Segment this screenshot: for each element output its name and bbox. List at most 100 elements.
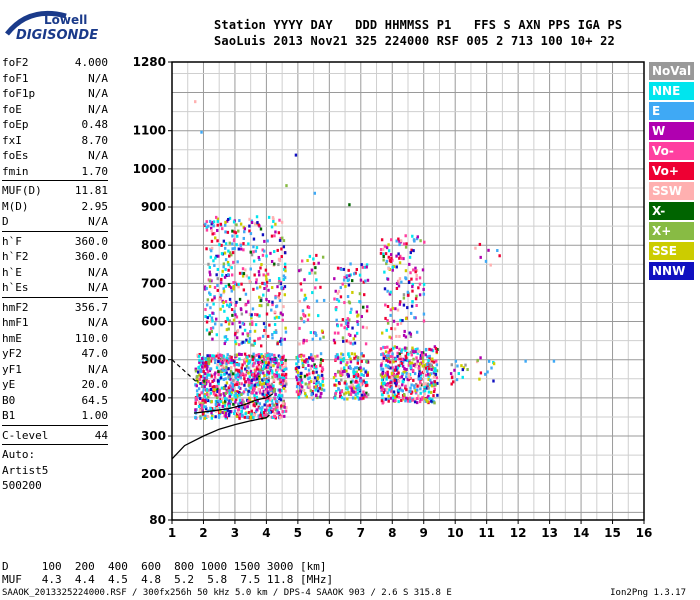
- echo-point: [280, 286, 283, 290]
- echo-point: [275, 371, 278, 375]
- echo-point: [238, 352, 241, 356]
- echo-point: [237, 402, 240, 406]
- footer-file-info: SAAOK_2013325224000.RSF / 300fx256h 50 k…: [2, 588, 452, 598]
- echo-point: [427, 377, 430, 381]
- echo-point: [432, 360, 436, 364]
- echo-point: [211, 354, 214, 358]
- echo-point: [194, 383, 197, 387]
- echo-point: [228, 394, 232, 398]
- echo-point: [358, 367, 361, 371]
- echo-point: [266, 303, 270, 307]
- echo-point: [426, 396, 429, 400]
- echo-point: [401, 364, 405, 368]
- echo-point: [273, 353, 276, 357]
- echo-point: [272, 387, 275, 391]
- echo-point: [383, 388, 387, 392]
- echo-point: [397, 357, 401, 361]
- echo-point: [308, 372, 311, 376]
- echo-point: [277, 354, 281, 358]
- echo-point: [278, 375, 281, 379]
- echo-point: [266, 408, 269, 412]
- echo-point: [198, 373, 201, 377]
- echo-point: [196, 353, 199, 357]
- echo-point: [198, 358, 201, 362]
- echo-point: [243, 230, 246, 234]
- echo-point: [224, 411, 228, 415]
- y-tick-label: 1100: [133, 124, 166, 138]
- header-columns: Station YYYY DAY DDD HHMMSS P1 FFS S AXN…: [214, 18, 623, 32]
- echo-point: [227, 249, 230, 253]
- echo-point: [348, 365, 352, 369]
- echo-point: [233, 230, 236, 234]
- echo-point: [354, 396, 357, 400]
- echo-point: [195, 397, 199, 401]
- echo-point: [388, 385, 392, 389]
- echo-point: [228, 241, 231, 245]
- echo-point: [252, 403, 255, 407]
- echo-point: [345, 321, 348, 325]
- param-row: foE N/A: [2, 102, 108, 118]
- echo-point: [264, 274, 268, 278]
- echo-point: [226, 317, 229, 321]
- echo-point: [400, 357, 404, 361]
- echo-point: [258, 415, 261, 419]
- echo-point: [295, 385, 299, 389]
- echo-point: [354, 370, 357, 374]
- echo-point: [284, 409, 288, 413]
- echo-point: [423, 392, 426, 396]
- echo-point: [415, 277, 418, 281]
- echo-point: [263, 408, 267, 412]
- echo-point: [341, 373, 344, 377]
- trace-lines: [171, 359, 274, 460]
- echo-point: [426, 400, 429, 404]
- echo-point: [408, 255, 412, 259]
- echo-point: [430, 390, 433, 394]
- echo-point: [435, 350, 438, 354]
- echo-point: [384, 363, 388, 367]
- echo-point: [341, 318, 345, 322]
- echo-point: [255, 353, 258, 357]
- echo-point: [335, 378, 338, 382]
- echo-point: [400, 361, 404, 365]
- echo-point: [434, 367, 437, 371]
- echo-point: [380, 367, 383, 371]
- echo-point: [435, 359, 438, 363]
- echo-point: [413, 372, 417, 376]
- echo-point: [227, 367, 230, 371]
- echo-point: [248, 340, 251, 344]
- echo-point: [284, 326, 287, 330]
- echo-point: [224, 267, 227, 271]
- echo-point: [294, 153, 298, 157]
- echo-point: [206, 373, 209, 377]
- echo-point: [235, 300, 238, 304]
- echo-point: [248, 217, 251, 221]
- echo-point: [280, 255, 283, 259]
- echo-point: [242, 400, 245, 404]
- echo-point: [242, 390, 246, 394]
- echo-point: [242, 236, 246, 240]
- echo-point: [421, 351, 425, 355]
- echo-point: [248, 398, 252, 402]
- echo-point: [236, 373, 240, 377]
- param-row-clevel: C-level 44: [2, 428, 108, 444]
- echo-point: [238, 414, 242, 418]
- echo-point: [262, 382, 266, 386]
- echo-point: [208, 219, 212, 223]
- echo-point: [262, 357, 266, 361]
- echo-point: [281, 318, 284, 322]
- echo-point: [401, 319, 404, 323]
- echo-point: [397, 284, 401, 288]
- echo-point: [257, 361, 260, 365]
- echo-point: [390, 376, 393, 380]
- echo-point: [285, 184, 288, 188]
- echo-point: [260, 411, 264, 415]
- echo-point: [248, 279, 251, 283]
- echo-point: [337, 387, 340, 391]
- echo-point: [321, 377, 325, 381]
- echo-point: [255, 374, 258, 378]
- param-label: fmin: [2, 164, 29, 178]
- echo-point: [387, 255, 390, 259]
- echo-point: [211, 414, 214, 418]
- echo-point: [271, 371, 274, 375]
- echo-point: [384, 303, 387, 307]
